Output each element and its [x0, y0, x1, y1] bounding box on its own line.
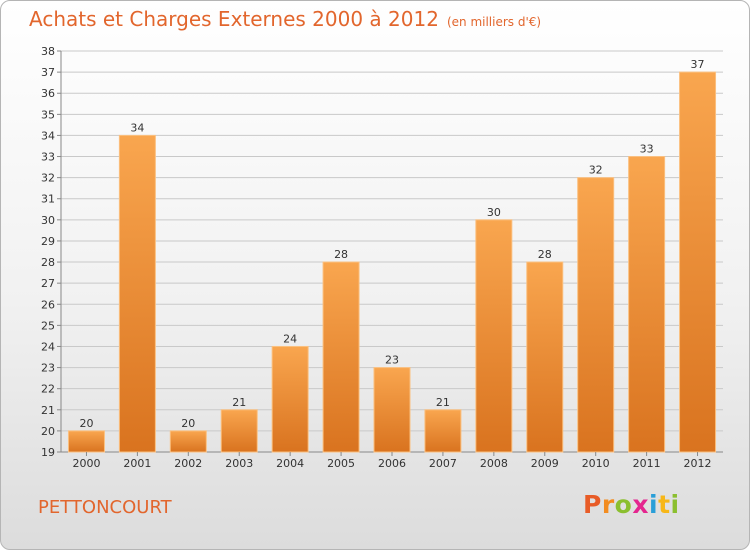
chart-subtitle: (en milliers d'€) — [446, 15, 542, 29]
bar — [373, 367, 411, 453]
x-tick-label: 2008 — [480, 457, 508, 470]
y-tick-label: 35 — [41, 108, 55, 121]
x-tick-label: 2001 — [123, 457, 151, 470]
bar-value-label: 20 — [181, 417, 195, 430]
bar-value-label: 24 — [283, 332, 297, 345]
x-tick-label: 2010 — [582, 457, 610, 470]
logo-letter: P — [583, 490, 602, 519]
chart-title: Achats et Charges Externes 2000 à 2012 (e… — [29, 7, 541, 31]
x-tick-label: 2007 — [429, 457, 457, 470]
bar-value-label: 32 — [589, 164, 603, 177]
bar — [118, 134, 156, 453]
y-tick-label: 30 — [41, 214, 55, 227]
y-tick-label: 28 — [41, 256, 55, 269]
y-tick-label: 27 — [41, 277, 55, 290]
bars: 20 34 20 21 24 28 23 21 30 28 32 33 37 — [67, 58, 717, 453]
commune-name: PETTONCOURT — [38, 497, 172, 518]
x-tick-label: 2006 — [378, 457, 406, 470]
x-tick-label: 2004 — [276, 457, 304, 470]
y-tick-label: 25 — [41, 319, 55, 332]
bar-value-label: 28 — [334, 248, 348, 261]
bar-value-label: 30 — [487, 206, 501, 219]
y-tick-label: 24 — [41, 340, 55, 353]
logo-letter: i — [670, 490, 680, 519]
x-tick-label: 2009 — [531, 457, 559, 470]
bar — [220, 409, 258, 453]
logo-letter: t — [658, 490, 671, 519]
bar — [271, 345, 309, 453]
bar — [475, 219, 513, 453]
y-tick-label: 22 — [41, 383, 55, 396]
bar-value-label: 28 — [538, 248, 552, 261]
y-tick-label: 36 — [41, 87, 55, 100]
bar-value-label: 21 — [232, 396, 246, 409]
x-tick-label: 2000 — [72, 457, 100, 470]
bar — [322, 261, 360, 453]
bar — [67, 430, 105, 453]
proxiti-logo: Proxiti — [583, 490, 680, 519]
x-tick-label: 2002 — [174, 457, 202, 470]
bar — [169, 430, 207, 453]
y-tick-label: 37 — [41, 66, 55, 79]
x-tick-label: 2003 — [225, 457, 253, 470]
bar-value-label: 34 — [130, 121, 144, 134]
y-tick-label: 23 — [41, 362, 55, 375]
bar — [424, 409, 462, 453]
bar-value-label: 33 — [640, 143, 654, 156]
chart-title-text: Achats et Charges Externes 2000 à 2012 — [29, 7, 439, 31]
x-tick-label: 2005 — [327, 457, 355, 470]
bar-value-label: 23 — [385, 354, 399, 367]
bar — [526, 261, 564, 453]
y-tick-label: 38 — [41, 45, 55, 58]
y-tick-label: 33 — [41, 151, 55, 164]
bar — [679, 71, 717, 453]
y-tick-label: 26 — [41, 298, 55, 311]
x-tick-label: 2011 — [633, 457, 661, 470]
bar-value-label: 21 — [436, 396, 450, 409]
x-tick-label: 2012 — [684, 457, 712, 470]
bar — [577, 177, 615, 453]
y-tick-label: 29 — [41, 235, 55, 248]
y-tick-label: 31 — [41, 193, 55, 206]
logo-letter: r — [601, 490, 615, 519]
logo-letter: i — [649, 490, 659, 519]
y-tick-label: 20 — [41, 425, 55, 438]
logo-letter: x — [632, 490, 649, 519]
y-tick-label: 21 — [41, 404, 55, 417]
bar — [628, 156, 666, 453]
y-tick-label: 19 — [41, 446, 55, 459]
x-axis: 2000 2001 2002 2003 2004 2005 2006 2007 2008 2009… — [72, 452, 712, 470]
logo-letter: o — [614, 490, 633, 519]
bar-value-label: 37 — [691, 58, 705, 71]
y-tick-label: 34 — [41, 129, 55, 142]
y-tick-label: 32 — [41, 172, 55, 185]
bar-value-label: 20 — [79, 417, 93, 430]
